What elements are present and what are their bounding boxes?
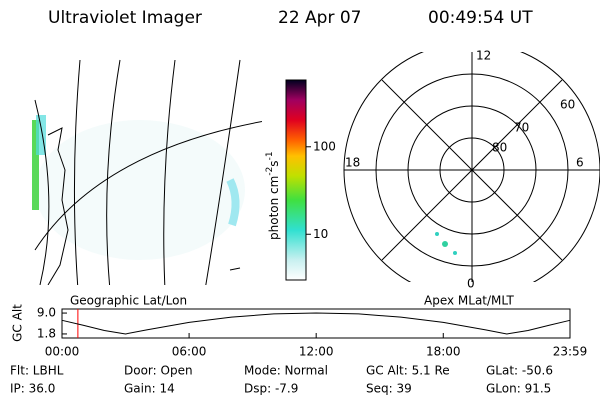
colorbar-tick-label: 10 [313,227,328,241]
status-field: Seq: 39 [366,382,412,396]
status-field: GLat: -50.6 [486,364,553,378]
footer: Flt: LBHL IP: 36.0 Door: Open Gain: 14 Mode:… [10,364,553,396]
polar-plot [343,41,600,299]
status-field: Gain: 14 [124,382,175,396]
title: Ultraviolet Imager [48,8,202,28]
ring-label: 80 [492,141,507,155]
status-field: Dsp: -7.9 [244,382,298,396]
colorbar-tick-label: 100 [313,139,336,153]
y-tick-label: 9.0 [37,306,56,320]
x-tick-label: 23:59 [553,345,588,359]
map-label: Geographic Lat/Lon [70,294,187,308]
polar-ring [375,73,569,267]
polar-ring [439,137,505,203]
polar-ring [407,105,537,235]
status-field: GC Alt: 5.1 Re [366,364,450,378]
x-tick-label: 12:00 [299,345,334,359]
status-field: GLon: 91.5 [486,382,551,396]
x-tick-label: 18:00 [426,345,461,359]
map-label: Apex MLat/MLT [424,294,514,308]
hour-label: 12 [476,49,491,63]
date: 22 Apr 07 [278,8,361,28]
status-field: Door: Open [124,364,193,378]
colorbar [285,79,307,281]
ring-label: 60 [560,98,575,112]
map-image [32,59,262,285]
ring-label: 70 [514,121,529,135]
x-tick-label: 06:00 [172,345,207,359]
time: 00:49:54 UT [428,8,533,28]
status-field: IP: 36.0 [10,382,55,396]
x-tick-label: 00:00 [45,345,80,359]
hour-label: 6 [576,156,584,170]
hour-label: 18 [345,156,360,170]
y-axis-label: GC Alt [11,304,25,342]
status-field: Mode: Normal [244,364,328,378]
status-field: Flt: LBHL [10,364,64,378]
y-tick-label: 1.8 [37,326,56,340]
hour-label: 0 [467,277,475,291]
colorbar-label: photon cm-2s-1 [265,151,281,240]
altitude-line [61,312,571,335]
